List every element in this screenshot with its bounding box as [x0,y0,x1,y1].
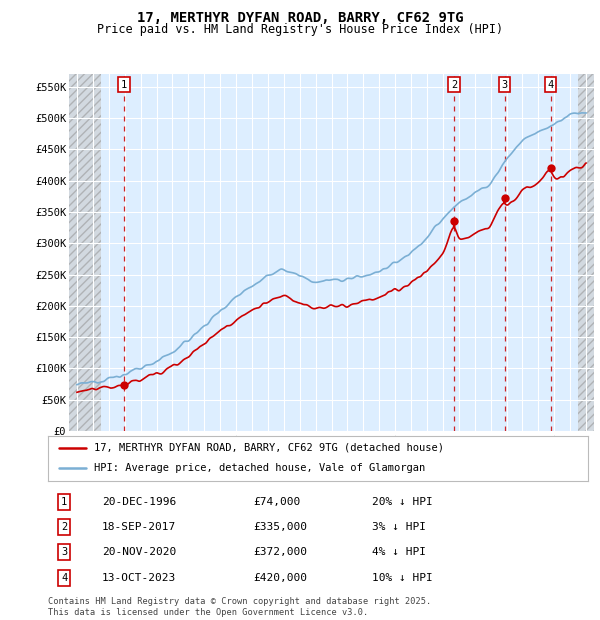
Text: £372,000: £372,000 [253,547,307,557]
Text: £420,000: £420,000 [253,573,307,583]
Text: 2: 2 [61,522,67,532]
Text: £335,000: £335,000 [253,522,307,532]
Text: Price paid vs. HM Land Registry's House Price Index (HPI): Price paid vs. HM Land Registry's House … [97,23,503,36]
Text: 13-OCT-2023: 13-OCT-2023 [102,573,176,583]
Text: 4% ↓ HPI: 4% ↓ HPI [372,547,426,557]
Text: 3% ↓ HPI: 3% ↓ HPI [372,522,426,532]
Text: 4: 4 [548,80,554,90]
Text: 20% ↓ HPI: 20% ↓ HPI [372,497,433,507]
Text: HPI: Average price, detached house, Vale of Glamorgan: HPI: Average price, detached house, Vale… [94,463,425,474]
Text: 17, MERTHYR DYFAN ROAD, BARRY, CF62 9TG (detached house): 17, MERTHYR DYFAN ROAD, BARRY, CF62 9TG … [94,443,444,453]
Text: 1: 1 [121,80,127,90]
Text: 1: 1 [61,497,67,507]
Bar [69,74,101,431]
Text: 10% ↓ HPI: 10% ↓ HPI [372,573,433,583]
Text: 3: 3 [61,547,67,557]
Text: 20-DEC-1996: 20-DEC-1996 [102,497,176,507]
Text: 3: 3 [502,80,508,90]
Text: 17, MERTHYR DYFAN ROAD, BARRY, CF62 9TG: 17, MERTHYR DYFAN ROAD, BARRY, CF62 9TG [137,11,463,25]
Bar [578,74,594,431]
Text: Contains HM Land Registry data © Crown copyright and database right 2025.
This d: Contains HM Land Registry data © Crown c… [48,598,431,617]
Text: 2: 2 [451,80,457,90]
Text: 18-SEP-2017: 18-SEP-2017 [102,522,176,532]
Text: £74,000: £74,000 [253,497,301,507]
Text: 20-NOV-2020: 20-NOV-2020 [102,547,176,557]
Text: 4: 4 [61,573,67,583]
